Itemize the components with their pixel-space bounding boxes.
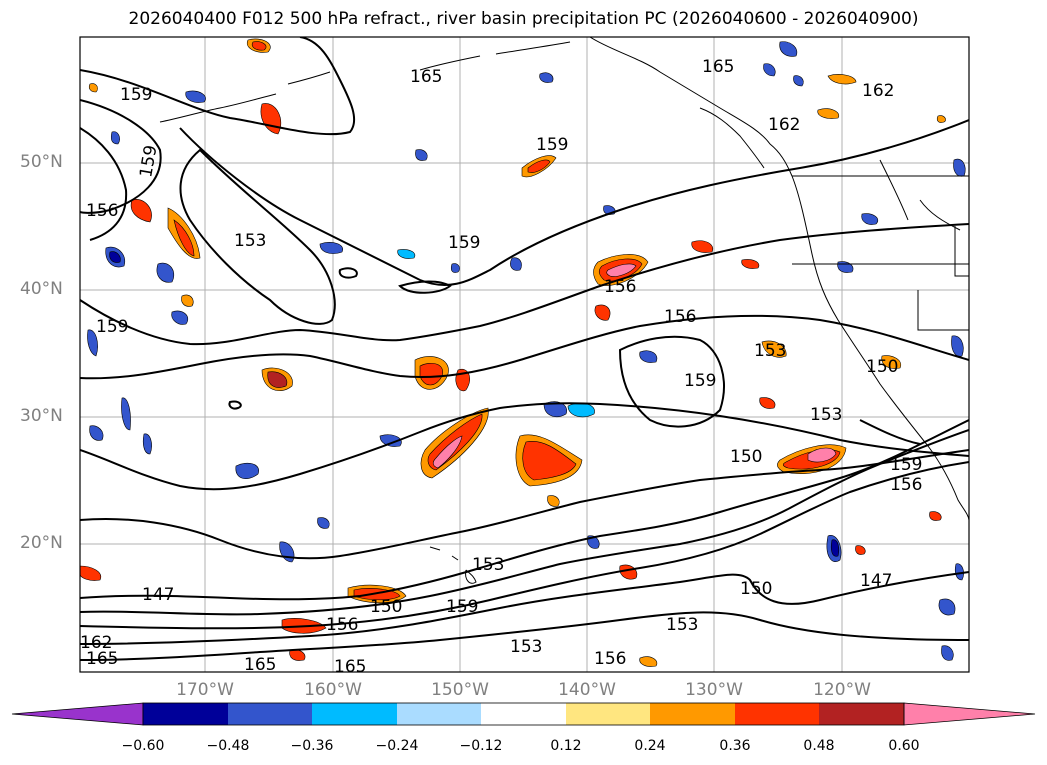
lon-label-170w: 170°W [176,680,234,700]
lon-label-130w: 130°W [685,680,743,700]
colorbar-bin [397,703,481,725]
lat-label-50n: 50°N [20,152,63,172]
contour-label: 165 [702,57,734,77]
contour-label: 153 [472,555,504,575]
colorbar-tick: 0.48 [803,738,834,754]
colorbar-bin [650,703,735,725]
contour-label: 147 [860,571,892,591]
lon-label-150w: 150°W [431,680,489,700]
contour-label: 150 [740,579,772,599]
colorbar-tick: −0.60 [122,738,165,754]
contour-label: 153 [810,405,842,425]
contour-label: 156 [890,475,922,495]
lon-label-120w: 120°W [813,680,871,700]
contour-label: 150 [730,447,762,467]
colorbar-bin [566,703,650,725]
contour-label: 162 [862,81,894,101]
colorbar-tick: 0.36 [719,738,750,754]
contour-label: 150 [370,597,402,617]
colorbar-tick: 0.12 [550,738,581,754]
contour-label: 150 [866,357,898,377]
contour-label: 159 [120,85,152,105]
colorbar-extend-min [12,703,143,725]
contour-label: 153 [666,615,698,635]
lat-label-20n: 20°N [20,533,63,553]
contour-label: 156 [664,307,696,327]
lat-label-40n: 40°N [20,279,63,299]
contour-label: 159 [684,371,716,391]
contour-label: 165 [334,657,366,677]
lon-label-160w: 160°W [304,680,362,700]
colorbar [12,703,1035,725]
map-plot-area [80,37,969,672]
contour-label: 159 [890,455,922,475]
colorbar-tick: −0.36 [291,738,334,754]
contour-label: 147 [142,585,174,605]
contour-label: 153 [510,637,542,657]
colorbar-tick: −0.12 [460,738,503,754]
colorbar-tick: 0.60 [888,738,919,754]
contour-label: 159 [96,317,128,337]
colorbar-bin [735,703,819,725]
contour-label: 165 [410,67,442,87]
lon-label-140w: 140°W [558,680,616,700]
lat-label-30n: 30°N [20,406,63,426]
contour-label: 156 [86,201,118,221]
colorbar-tick: 0.24 [634,738,665,754]
contour-label: 159 [536,135,568,155]
colorbar-bin [481,703,566,725]
contour-label: 156 [594,649,626,669]
contour-label: 165 [86,649,118,669]
colorbar-bin [228,703,312,725]
contour-label: 156 [326,615,358,635]
contour-label: 153 [754,341,786,361]
contour-label: 165 [244,655,276,675]
colorbar-bin [819,703,904,725]
colorbar-bin [143,703,228,725]
contour-label: 156 [604,277,636,297]
colorbar-bin [312,703,397,725]
colorbar-extend-max [904,703,1035,725]
colorbar-tick: −0.48 [207,738,250,754]
contour-label: 153 [234,231,266,251]
contour-label: 162 [768,115,800,135]
contour-label: 159 [446,597,478,617]
colorbar-tick: −0.24 [376,738,419,754]
contour-label: 159 [448,233,480,253]
